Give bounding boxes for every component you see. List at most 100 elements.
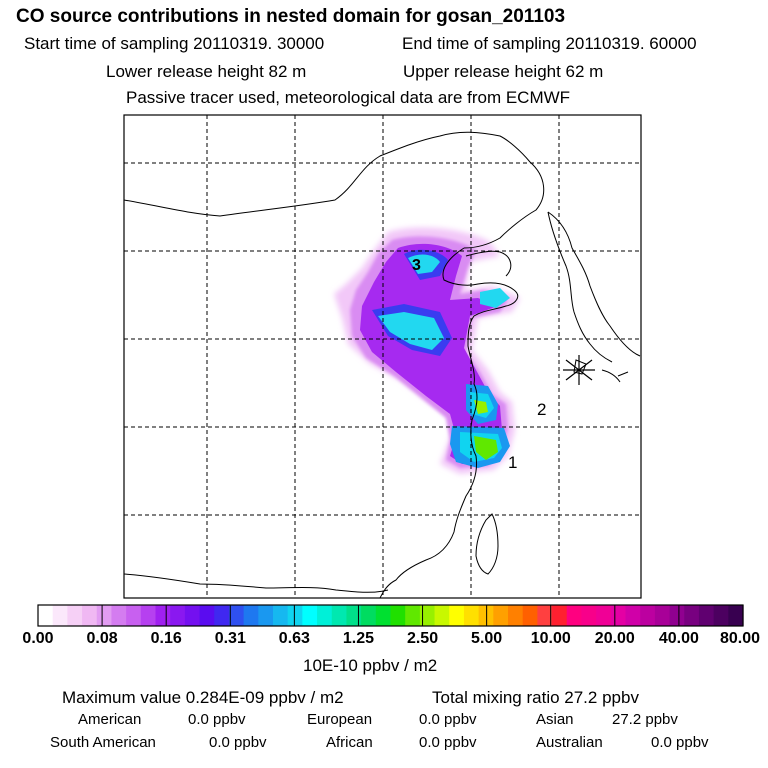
- jeju-island: [573, 359, 587, 375]
- colorbar-cell: [52, 605, 68, 626]
- colorbar-cell: [184, 605, 201, 626]
- region-value: 0.0 ppbv: [209, 734, 267, 751]
- colorbar-tick-label: 80.00: [719, 630, 761, 647]
- colorbar-cell: [331, 605, 348, 626]
- colorbar-cell: [317, 605, 333, 626]
- colorbar-cell: [155, 605, 171, 626]
- coast-bohai: [465, 250, 512, 277]
- colorbar-cell: [713, 605, 729, 626]
- colorbar-cell: [199, 605, 215, 626]
- receptor-marker: [563, 355, 595, 385]
- colorbar-cell: [258, 605, 274, 626]
- colorbar-cell: [434, 605, 450, 626]
- colorbar-tick-label: 10.00: [530, 630, 571, 647]
- colorbar-cell: [38, 605, 54, 626]
- colorbar-cell: [243, 605, 259, 626]
- colorbar-cell: [610, 605, 627, 626]
- colorbar-cell: [625, 605, 641, 626]
- marker-1: 1: [508, 453, 517, 472]
- upper-release-height-label: Upper release height 62 m: [403, 62, 604, 81]
- colorbar-tick-label: 0.63: [278, 630, 310, 647]
- colorbar-cell: [640, 605, 656, 626]
- colorbar-cell: [463, 605, 480, 626]
- region-name: African: [326, 734, 373, 751]
- colorbar-cell: [728, 605, 744, 626]
- colorbar-cell: [228, 605, 245, 626]
- colorbar-tick-label: 1.25: [342, 630, 375, 647]
- colorbar-cell: [566, 605, 583, 626]
- region-value: 0.0 ppbv: [419, 734, 477, 751]
- colorbar-cell: [493, 605, 509, 626]
- colorbar-cell: [698, 605, 715, 626]
- colorbar-cell: [522, 605, 538, 626]
- total-mixing-ratio: Total mixing ratio 27.2 ppbv: [432, 688, 639, 707]
- plume-core-3-inner: [408, 254, 440, 274]
- colorbar-unit: 10E-10 ppbv / m2: [303, 656, 438, 675]
- region-value: 0.0 ppbv: [651, 734, 709, 751]
- region-name: Asian: [536, 711, 574, 728]
- colorbar-cell: [302, 605, 318, 626]
- colorbar-tick-label: 5.00: [471, 630, 503, 647]
- colorbar-cell: [508, 605, 524, 626]
- colorbar-cell: [287, 605, 303, 626]
- coast-china-east: [379, 247, 519, 599]
- coast-korea-west: [547, 211, 613, 363]
- colorbar-tick-label: 0.31: [214, 630, 246, 647]
- colorbar-tick-label: 20.00: [594, 630, 635, 647]
- end-time-label: End time of sampling 20110319. 60000: [402, 34, 697, 53]
- colorbar-cell: [361, 605, 377, 626]
- colorbar-tick-label: 40.00: [658, 630, 699, 647]
- coast-south: [123, 573, 389, 593]
- plume-core-2-peak: [474, 400, 488, 414]
- start-time-label: Start time of sampling 20110319. 30000: [24, 34, 325, 53]
- colorbar-frame: [37, 604, 744, 627]
- colorbar-cell: [273, 605, 289, 626]
- colorbar-cell: [346, 605, 362, 626]
- marker-3: 3: [412, 257, 421, 274]
- grid-lines: [124, 115, 641, 598]
- colorbar-tick-label: 0.16: [150, 630, 182, 647]
- plume-core-1-peak: [474, 436, 498, 460]
- colorbar-cell: [126, 605, 142, 626]
- tracer-note: Passive tracer used, meteorological data…: [126, 88, 571, 107]
- tracer-plume: [334, 227, 520, 474]
- region-value: 27.2 ppbv: [612, 711, 678, 728]
- colorbar-tick-label: 2.50: [406, 630, 439, 647]
- region-value: 0.0 ppbv: [188, 711, 246, 728]
- coastlines: [123, 131, 641, 599]
- lower-release-height-label: Lower release height 82 m: [106, 62, 307, 81]
- region-name: American: [78, 711, 142, 728]
- region-value: 0.0 ppbv: [419, 711, 477, 728]
- colorbar-cell: [390, 605, 406, 626]
- colorbar-cell: [140, 605, 157, 626]
- maximum-value: Maximum value 0.284E-09 ppbv / m2: [62, 688, 344, 707]
- colorbar-tick-label: 0.08: [86, 630, 118, 647]
- region-name: South American: [50, 734, 156, 751]
- taiwan: [475, 513, 499, 575]
- plume-shandong: [480, 288, 510, 308]
- colorbar-cell: [67, 605, 83, 626]
- region-name: European: [307, 711, 373, 728]
- colorbar-cell: [596, 605, 612, 626]
- colorbar-cell: [96, 605, 113, 626]
- colorbar-cell: [419, 605, 436, 626]
- colorbar-cell: [552, 605, 568, 626]
- region-name: Australian: [536, 734, 603, 751]
- colorbar-cell: [537, 605, 553, 626]
- map-frame: [123, 114, 642, 599]
- kyushu-fragment: [601, 369, 629, 383]
- colorbar-cell: [684, 605, 700, 626]
- marker-2: 2: [537, 400, 546, 419]
- colorbar-cell: [654, 605, 671, 626]
- coast-korea-north: [547, 211, 641, 357]
- colorbar-cell: [214, 605, 230, 626]
- coast-north: [123, 131, 545, 249]
- page-title: CO source contributions in nested domain…: [16, 6, 566, 27]
- colorbar-cell: [82, 605, 98, 626]
- colorbar-tick-label: 0.00: [22, 630, 54, 647]
- colorbar-cell: [581, 605, 597, 626]
- colorbar-cell: [375, 605, 392, 626]
- plume-band-inner: [378, 312, 444, 350]
